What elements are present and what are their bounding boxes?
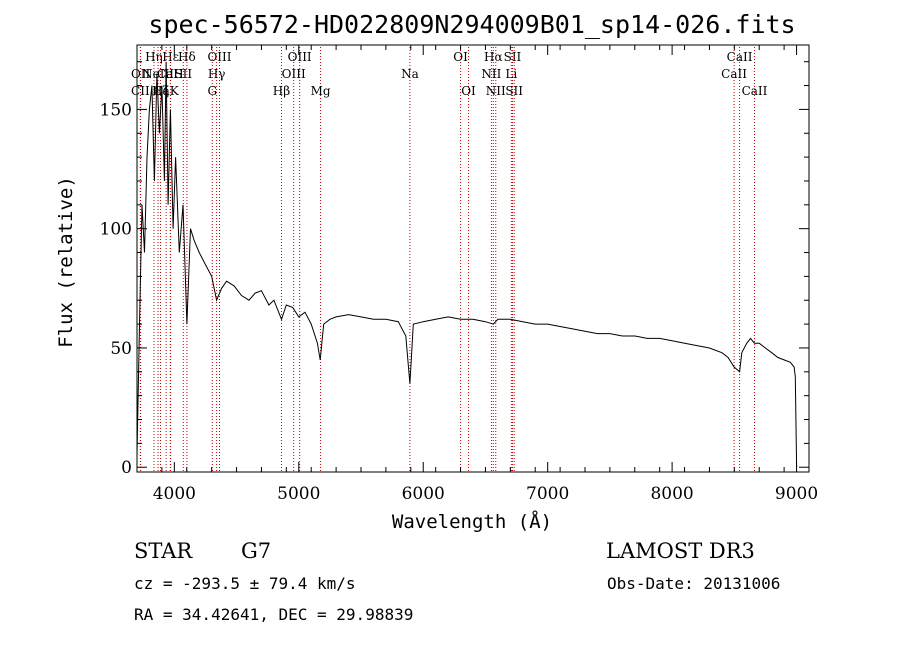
line-marker-label: CaII [727, 50, 753, 64]
line-marker-label: SII [174, 67, 192, 81]
cz-value: cz = -293.5 ± 79.4 km/s [134, 574, 356, 593]
line-marker-label: Li [505, 67, 517, 81]
line-marker-label: Mg [311, 84, 331, 98]
line-marker-label: SII [504, 50, 522, 64]
x-tick-label: 8000 [650, 484, 693, 504]
line-marker-label: Hδ [178, 50, 196, 64]
line-marker-label: OII [131, 67, 151, 81]
chart-title: spec-56572-HD022809N294009B01_sp14-026.f… [148, 10, 795, 39]
line-marker-label: CaII [742, 84, 768, 98]
axis-ticks: 4000 5000 6000 7000 8000 9000 0 50 100 150 [100, 45, 818, 504]
y-tick-label: 0 [121, 458, 132, 478]
x-tick-label: 5000 [277, 484, 320, 504]
line-marker-label: Na [401, 67, 419, 81]
y-tick-label: 50 [110, 339, 132, 359]
line-marker-label: SII [505, 84, 523, 98]
line-marker-label: OI [453, 50, 468, 64]
line-marker-label: OIII [282, 67, 306, 81]
line-marker-label: CII [131, 84, 150, 98]
spectral-subclass: G7 [241, 539, 271, 563]
y-tick-label: 150 [100, 100, 132, 120]
line-marker-label: NII [486, 84, 506, 98]
x-tick-label: 6000 [402, 484, 445, 504]
object-class: STAR [134, 539, 193, 563]
line-marker-label: OI [461, 84, 476, 98]
x-tick-label: 4000 [153, 484, 196, 504]
line-marker-label: Hγ [208, 67, 226, 81]
line-marker-label: OIII [288, 50, 312, 64]
line-marker-label: Hα [484, 50, 503, 64]
line-marker-label: CaH [157, 67, 184, 81]
x-axis-label: Wavelength (Å) [392, 510, 552, 533]
line-marker-label: CaII [721, 67, 747, 81]
x-tick-label: 7000 [526, 484, 569, 504]
x-tick-label: 9000 [775, 484, 818, 504]
line-marker-label: OIII [207, 50, 231, 64]
survey-name: LAMOST DR3 [606, 539, 755, 563]
obs-date: Obs-Date: 20131006 [607, 574, 780, 593]
line-marker-label: Hβ [273, 84, 290, 98]
y-axis-label: Flux (relative) [55, 176, 77, 348]
plot-frame [136, 44, 810, 473]
coordinates: RA = 34.42641, DEC = 29.98839 [134, 605, 413, 624]
line-marker-label: G [207, 84, 217, 98]
y-tick-label: 100 [100, 220, 132, 240]
spectrum-line [136, 61, 798, 468]
line-marker-label: NII [481, 67, 501, 81]
